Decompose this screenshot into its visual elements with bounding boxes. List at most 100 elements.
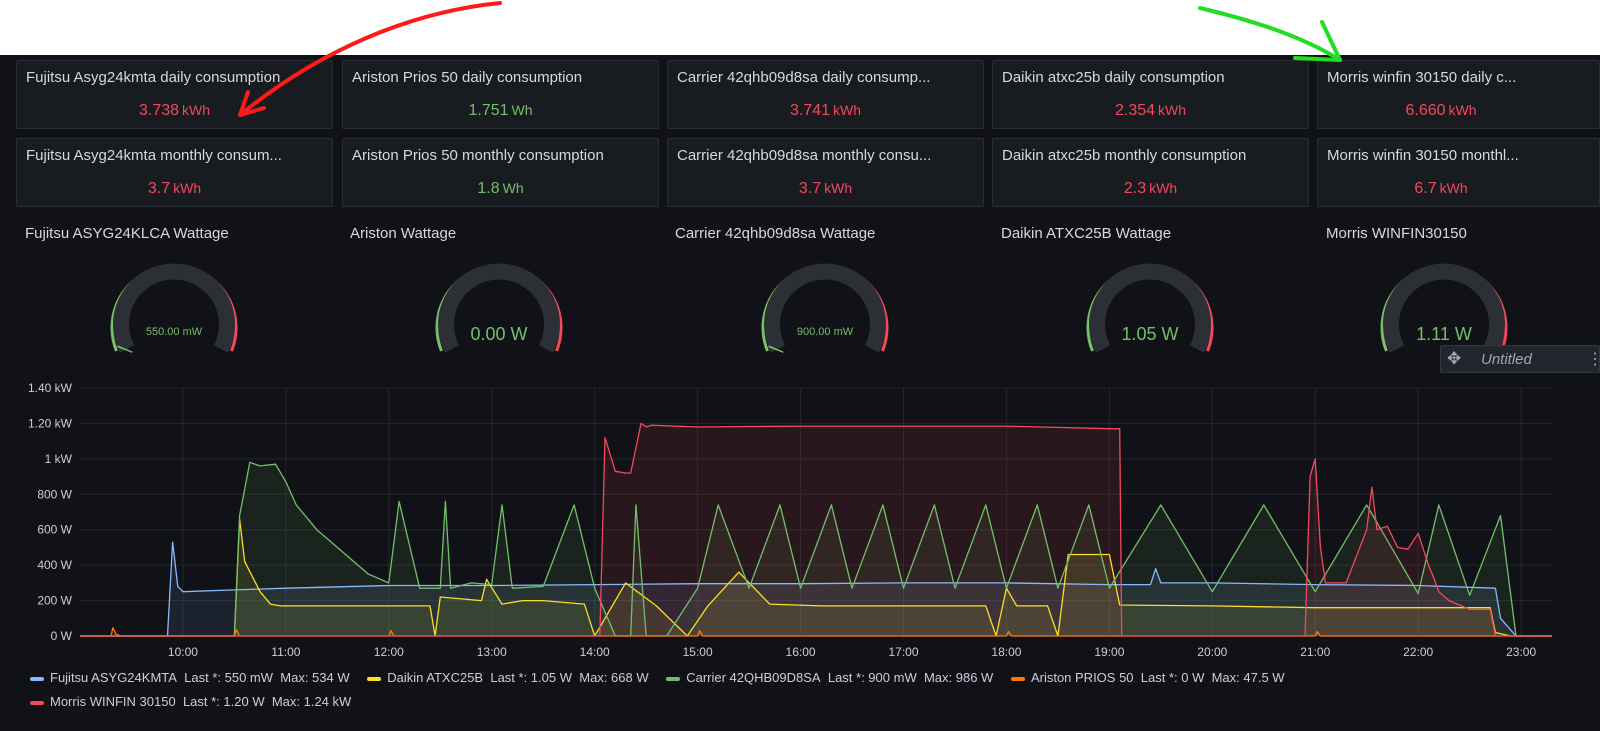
legend-swatch (1010, 676, 1025, 681)
move-icon[interactable]: ✥ (1447, 349, 1462, 368)
stat-value: 6.7 kWh (1414, 180, 1468, 197)
panel-hover-title: Untitled (1481, 351, 1532, 368)
panel-hover-header[interactable]: ✥ Untitled ⋮ (1440, 345, 1600, 373)
series-areas (80, 423, 1552, 636)
legend-max: Max: 668 W (579, 670, 649, 685)
legend-last: Last *: 0 W (1140, 670, 1205, 685)
legend-swatch (367, 676, 382, 681)
legend-item[interactable]: Daikin ATXC25B Last *: 1.05 W Max: 668 W (367, 666, 649, 690)
stat-panel-monthly-ariston[interactable]: Ariston Prios 50 monthly consumption 1.8… (342, 138, 659, 207)
panel-title: Daikin atxc25b daily consumption (1002, 69, 1225, 86)
legend-item[interactable]: Morris WINFIN 30150 Last *: 1.20 W Max: … (30, 690, 351, 714)
legend-name: Carrier 42QHB09D8SA (686, 670, 821, 685)
y-tick-label: 600 W (37, 523, 72, 537)
legend-name: Daikin ATXC25B (387, 670, 484, 685)
legend-swatch (666, 676, 681, 681)
gauge-title-carrier: Carrier 42qhb09d8sa Wattage (675, 225, 876, 242)
series-area-2 (80, 462, 1552, 636)
stat-value: 3.7 kWh (798, 180, 853, 197)
series-area-1 (80, 519, 1552, 636)
stat-panel-daily-ariston[interactable]: Ariston Prios 50 daily consumption 1.751… (342, 60, 659, 129)
legend-item[interactable]: Carrier 42QHB09D8SA Last *: 900 mW Max: … (666, 666, 993, 690)
gauge-dial-ariston (435, 263, 563, 353)
gauge-dial-morris (1380, 263, 1508, 353)
legend-max: Max: 986 W (923, 670, 994, 685)
stat-panel-daily-daikin[interactable]: Daikin atxc25b daily consumption 2.354 kW… (992, 60, 1309, 129)
x-tick-label: 20:00 (1197, 645, 1227, 659)
x-tick-label: 18:00 (991, 645, 1021, 659)
gauge-title-daikin: Daikin ATXC25B Wattage (1001, 225, 1172, 242)
stat-panel-monthly-carrier[interactable]: Carrier 42qhb09d8sa monthly consu... 3.7… (667, 138, 984, 207)
stat-panel-daily-fujitsu[interactable]: Fujitsu Asyg24kmta daily consumption 3.7… (16, 60, 333, 129)
panel-title: Morris winfin 30150 daily c... (1327, 69, 1517, 86)
gauge-value-morris: 1.11 W (1416, 324, 1472, 344)
legend-name: Ariston PRIOS 50 (1030, 670, 1134, 685)
x-tick-label: 16:00 (786, 645, 816, 659)
panel-title: Daikin atxc25b monthly consumption (1002, 147, 1247, 164)
series-line-0 (80, 541, 1552, 637)
x-tick-label: 21:00 (1300, 645, 1330, 659)
series-area-0 (80, 542, 1552, 636)
y-axis-ticks: 0 W 200 W 400 W 600 W 800 W 1 kW 1.20 kW 1.40 k… (28, 381, 73, 643)
gauge-title-ariston: Ariston Wattage (350, 225, 457, 242)
panel-title: Fujitsu Asyg24kmta daily consumption (26, 69, 281, 86)
stat-panel-monthly-daikin[interactable]: Daikin atxc25b monthly consumption 2.3 kW… (992, 138, 1309, 207)
timeseries-chart[interactable]: 0 W 200 W 400 W 600 W 800 W 1 kW 1.20 kW 1.40 k… (0, 380, 1600, 680)
series-lines (80, 422, 1552, 637)
legend-last: Last *: 1.20 W (182, 694, 265, 709)
stat-panel-monthly-fujitsu[interactable]: Fujitsu Asyg24kmta monthly consum... 3.7… (16, 138, 333, 207)
x-tick-label: 17:00 (888, 645, 918, 659)
legend-last: Last *: 550 mW (184, 670, 274, 685)
stat-value: 2.354 kWh (1114, 102, 1187, 119)
legend-max: Max: 47.5 W (1211, 670, 1285, 685)
gauge-value-ariston: 0.00 W (470, 324, 528, 344)
legend-name: Fujitsu ASYG24KMTA (50, 670, 177, 685)
stat-value: 3.738 kWh (138, 102, 211, 119)
panel-title: Morris winfin 30150 monthl... (1327, 147, 1519, 164)
stat-value: 3.7 kWh (147, 180, 202, 197)
x-tick-label: 13:00 (477, 645, 507, 659)
stat-value: 2.3 kWh (1123, 180, 1178, 197)
x-tick-label: 12:00 (374, 645, 404, 659)
panel-title: Carrier 42qhb09d8sa daily consump... (677, 69, 931, 86)
stat-value: 6.660 kWh (1405, 102, 1477, 119)
x-tick-label: 22:00 (1403, 645, 1433, 659)
y-tick-label: 0 W (51, 629, 73, 643)
stat-value: 1.751 Wh (468, 102, 533, 119)
stat-panel-monthly-morris[interactable]: Morris winfin 30150 monthl... 6.7 kWh (1317, 138, 1600, 207)
gauge-title-fujitsu: Fujitsu ASYG24KLCA Wattage (25, 225, 229, 242)
x-tick-label: 19:00 (1094, 645, 1124, 659)
x-tick-label: 23:00 (1506, 645, 1536, 659)
panel-title: Ariston Prios 50 daily consumption (352, 69, 583, 86)
stat-value: 3.741 kWh (789, 102, 862, 119)
x-tick-label: 15:00 (683, 645, 713, 659)
legend-item[interactable]: Fujitsu ASYG24KMTA Last *: 550 mW Max: 5… (30, 666, 350, 690)
legend-max: Max: 1.24 kW (271, 694, 352, 709)
y-tick-label: 200 W (37, 594, 72, 608)
chart-grid (80, 387, 1552, 637)
panel-title: Ariston Prios 50 monthly consumption (352, 147, 604, 164)
x-tick-label: 11:00 (271, 645, 300, 659)
legend-last: Last *: 900 mW (827, 670, 917, 685)
stat-value: 1.8 Wh (477, 180, 524, 197)
stat-panel-daily-morris[interactable]: Morris winfin 30150 daily c... 6.660 kWh (1317, 60, 1600, 129)
y-tick-label: 400 W (37, 558, 72, 572)
panel-title: Carrier 42qhb09d8sa monthly consu... (677, 147, 932, 164)
stat-panel-daily-carrier[interactable]: Carrier 42qhb09d8sa daily consump... 3.7… (667, 60, 984, 129)
legend-swatch (30, 676, 44, 681)
x-tick-label: 10:00 (168, 645, 198, 659)
gauge-title-morris: Morris WINFIN30150 (1326, 225, 1467, 242)
series-area-4 (80, 423, 1552, 636)
legend-item[interactable]: Ariston PRIOS 50 Last *: 0 W Max: 47.5 W (1010, 666, 1285, 690)
y-tick-label: 1.20 kW (28, 416, 73, 430)
gauge-dial-fujitsu (110, 263, 238, 353)
legend-max: Max: 534 W (280, 670, 350, 685)
gauge-value-carrier: 900.00 mW (796, 326, 854, 338)
legend-name: Morris WINFIN 30150 (50, 694, 176, 709)
more-vertical-icon[interactable]: ⋮ (1587, 351, 1600, 368)
panel-title: Fujitsu Asyg24kmta monthly consum... (26, 147, 282, 164)
x-axis-ticks: 10:00 11:00 12:00 13:00 14:00 15:00 16:00 17:00… (168, 645, 1537, 659)
gauge-value-fujitsu: 550.00 mW (145, 326, 203, 338)
legend-swatch (30, 700, 44, 705)
y-tick-label: 800 W (37, 487, 72, 501)
